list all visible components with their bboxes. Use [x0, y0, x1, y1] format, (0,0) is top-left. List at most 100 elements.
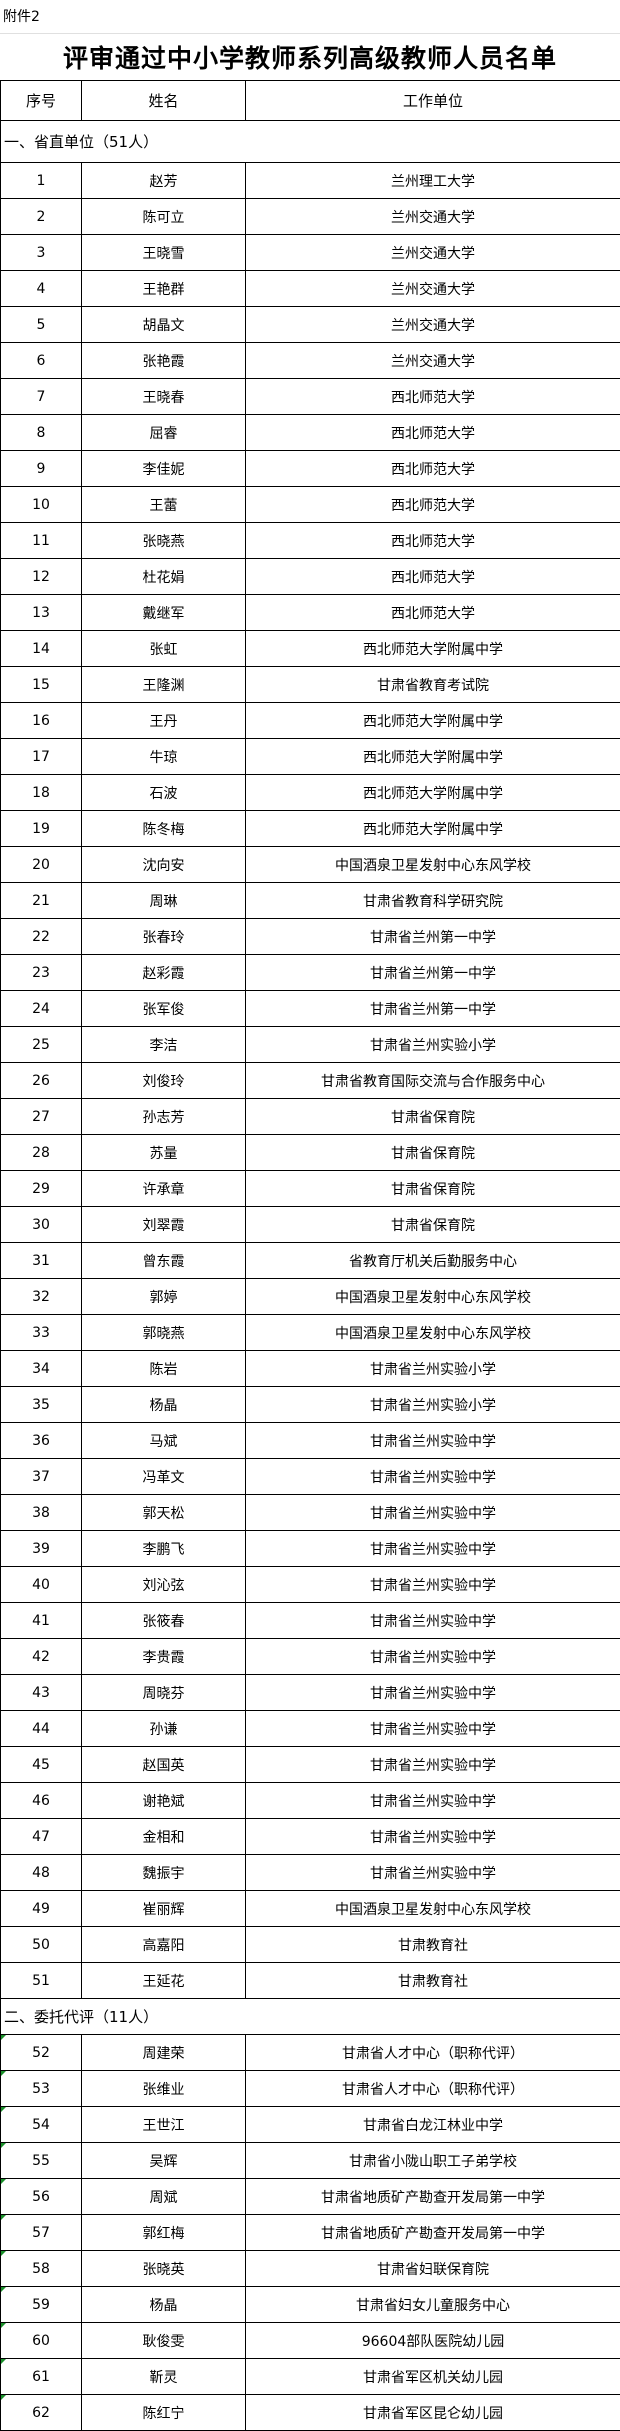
row-name: 陈红宁: [81, 2394, 246, 2431]
row-workplace: 甘肃省兰州第一中学: [245, 918, 620, 955]
row-name: 周建荣: [81, 2034, 246, 2071]
row-workplace: 西北师范大学: [245, 558, 620, 595]
table-row: 2 陈可立 兰州交通大学: [0, 198, 620, 235]
row-index: 16: [0, 702, 82, 739]
row-name: 赵芳: [81, 162, 246, 199]
row-name: 牛琼: [81, 738, 246, 775]
row-index: 5: [0, 306, 82, 343]
table-row: 25 李洁 甘肃省兰州实验小学: [0, 1026, 620, 1063]
table-row: 54 王世江 甘肃省白龙江林业中学: [0, 2106, 620, 2143]
row-index: 22: [0, 918, 82, 955]
row-index: 24: [0, 990, 82, 1027]
row-workplace: 西北师范大学附属中学: [245, 810, 620, 847]
row-workplace: 兰州交通大学: [245, 270, 620, 307]
table-row: 41 张筱春 甘肃省兰州实验中学: [0, 1602, 620, 1639]
row-workplace: 甘肃省兰州实验中学: [245, 1746, 620, 1783]
row-workplace: 甘肃省地质矿产勘查开发局第一中学: [245, 2178, 620, 2215]
table-row: 6 张艳霞 兰州交通大学: [0, 342, 620, 379]
row-name: 魏振宇: [81, 1854, 246, 1891]
row-workplace: 西北师范大学: [245, 414, 620, 451]
row-name: 李鹏飞: [81, 1530, 246, 1567]
row-workplace: 中国酒泉卫星发射中心东风学校: [245, 1314, 620, 1351]
row-index: 31: [0, 1242, 82, 1279]
row-index: 33: [0, 1314, 82, 1351]
table-row: 50 高嘉阳 甘肃教育社: [0, 1926, 620, 1963]
row-name: 赵国英: [81, 1746, 246, 1783]
table-row: 20 沈向安 中国酒泉卫星发射中心东风学校: [0, 846, 620, 883]
row-index: 3: [0, 234, 82, 271]
row-workplace: 省教育厅机关后勤服务中心: [245, 1242, 620, 1279]
row-workplace: 甘肃省教育考试院: [245, 666, 620, 703]
row-index: 41: [0, 1602, 82, 1639]
row-index: 39: [0, 1530, 82, 1567]
row-index: 29: [0, 1170, 82, 1207]
section-header-row: 一、省直单位（51人）: [0, 120, 620, 163]
row-workplace: 甘肃省兰州实验中学: [245, 1530, 620, 1567]
row-workplace: 甘肃省兰州实验中学: [245, 1818, 620, 1855]
row-name: 郭晓燕: [81, 1314, 246, 1351]
row-workplace: 甘肃省保育院: [245, 1206, 620, 1243]
row-workplace: 甘肃省军区昆仑幼儿园: [245, 2394, 620, 2431]
row-name: 石波: [81, 774, 246, 811]
row-workplace: 西北师范大学附属中学: [245, 702, 620, 739]
row-name: 王丹: [81, 702, 246, 739]
table-row: 10 王蕾 西北师范大学: [0, 486, 620, 523]
row-index: 34: [0, 1350, 82, 1387]
table-row: 46 谢艳斌 甘肃省兰州实验中学: [0, 1782, 620, 1819]
table-row: 40 刘沁弦 甘肃省兰州实验中学: [0, 1566, 620, 1603]
row-index: 30: [0, 1206, 82, 1243]
table-row: 59 杨晶 甘肃省妇女儿童服务中心: [0, 2286, 620, 2323]
row-name: 周晓芬: [81, 1674, 246, 1711]
row-workplace: 甘肃省白龙江林业中学: [245, 2106, 620, 2143]
row-name: 杜花娟: [81, 558, 246, 595]
row-name: 李洁: [81, 1026, 246, 1063]
row-name: 马斌: [81, 1422, 246, 1459]
row-workplace: 西北师范大学: [245, 450, 620, 487]
row-workplace: 甘肃省兰州实验中学: [245, 1422, 620, 1459]
table-row: 7 王晓春 西北师范大学: [0, 378, 620, 415]
row-name: 周琳: [81, 882, 246, 919]
row-index: 6: [0, 342, 82, 379]
row-index: 11: [0, 522, 82, 559]
row-workplace: 甘肃省兰州实验中学: [245, 1494, 620, 1531]
row-workplace: 甘肃教育社: [245, 1962, 620, 1999]
row-workplace: 甘肃省地质矿产勘查开发局第一中学: [245, 2214, 620, 2251]
table-row: 4 王艳群 兰州交通大学: [0, 270, 620, 307]
row-index: 59: [0, 2286, 82, 2323]
row-workplace: 甘肃省人才中心（职称代评）: [245, 2034, 620, 2071]
row-workplace: 甘肃省兰州实验小学: [245, 1350, 620, 1387]
page-title: 评审通过中小学教师系列高级教师人员名单: [62, 44, 557, 73]
column-header-name: 姓名: [81, 80, 246, 121]
row-workplace: 甘肃省小陇山职工子弟学校: [245, 2142, 620, 2179]
row-workplace: 甘肃省兰州第一中学: [245, 954, 620, 991]
table-row: 57 郭红梅 甘肃省地质矿产勘查开发局第一中学: [0, 2214, 620, 2251]
table-row: 42 李贵霞 甘肃省兰州实验中学: [0, 1638, 620, 1675]
row-name: 王隆渊: [81, 666, 246, 703]
row-name: 靳灵: [81, 2358, 246, 2395]
row-workplace: 西北师范大学附属中学: [245, 738, 620, 775]
row-index: 58: [0, 2250, 82, 2287]
row-index: 25: [0, 1026, 82, 1063]
row-workplace: 甘肃省保育院: [245, 1098, 620, 1135]
table-row: 13 戴继军 西北师范大学: [0, 594, 620, 631]
row-name: 郭天松: [81, 1494, 246, 1531]
row-name: 谢艳斌: [81, 1782, 246, 1819]
row-name: 王世江: [81, 2106, 246, 2143]
table-row: 9 李佳妮 西北师范大学: [0, 450, 620, 487]
row-index: 18: [0, 774, 82, 811]
row-name: 张虹: [81, 630, 246, 667]
row-name: 周斌: [81, 2178, 246, 2215]
row-workplace: 兰州交通大学: [245, 234, 620, 271]
row-name: 郭婷: [81, 1278, 246, 1315]
row-index: 56: [0, 2178, 82, 2215]
table-row: 60 耿俊雯 96604部队医院幼儿园: [0, 2322, 620, 2359]
row-index: 4: [0, 270, 82, 307]
row-name: 郭红梅: [81, 2214, 246, 2251]
row-workplace: 甘肃省兰州实验中学: [245, 1638, 620, 1675]
row-index: 47: [0, 1818, 82, 1855]
row-index: 10: [0, 486, 82, 523]
table-row: 33 郭晓燕 中国酒泉卫星发射中心东风学校: [0, 1314, 620, 1351]
table-row: 26 刘俊玲 甘肃省教育国际交流与合作服务中心: [0, 1062, 620, 1099]
row-index: 21: [0, 882, 82, 919]
row-name: 张艳霞: [81, 342, 246, 379]
